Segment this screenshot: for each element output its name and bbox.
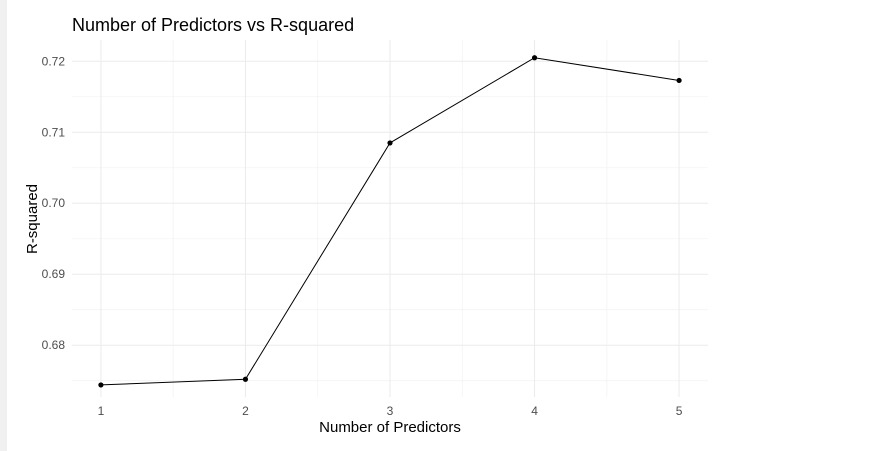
left-edge-strip [0, 0, 7, 451]
x-tick-label: 2 [242, 404, 249, 418]
y-tick-label: 0.71 [42, 125, 66, 139]
y-tick-label: 0.72 [42, 54, 66, 68]
data-point [387, 140, 393, 146]
data-point [98, 382, 104, 388]
y-axis-title: R-squared [24, 184, 41, 254]
y-tick-label: 0.69 [42, 267, 66, 281]
x-tick-label: 4 [531, 404, 538, 418]
chart-title: Number of Predictors vs R-squared [72, 15, 354, 35]
data-point [676, 77, 682, 84]
y-tick-label: 0.68 [42, 338, 66, 352]
y-axis-tick-labels: 0.68 0.69 0.70 0.71 0.72 [42, 54, 66, 352]
x-axis-tick-labels: 1 2 3 4 5 [98, 404, 683, 418]
data-point [242, 376, 249, 382]
x-tick-label: 3 [387, 404, 394, 418]
data-point [531, 55, 538, 61]
major-gridlines [72, 40, 708, 397]
x-tick-label: 5 [676, 404, 683, 418]
x-tick-label: 1 [98, 404, 105, 418]
series-group [98, 55, 682, 388]
x-axis-title: Number of Predictors [319, 419, 461, 436]
y-tick-label: 0.70 [42, 196, 66, 210]
